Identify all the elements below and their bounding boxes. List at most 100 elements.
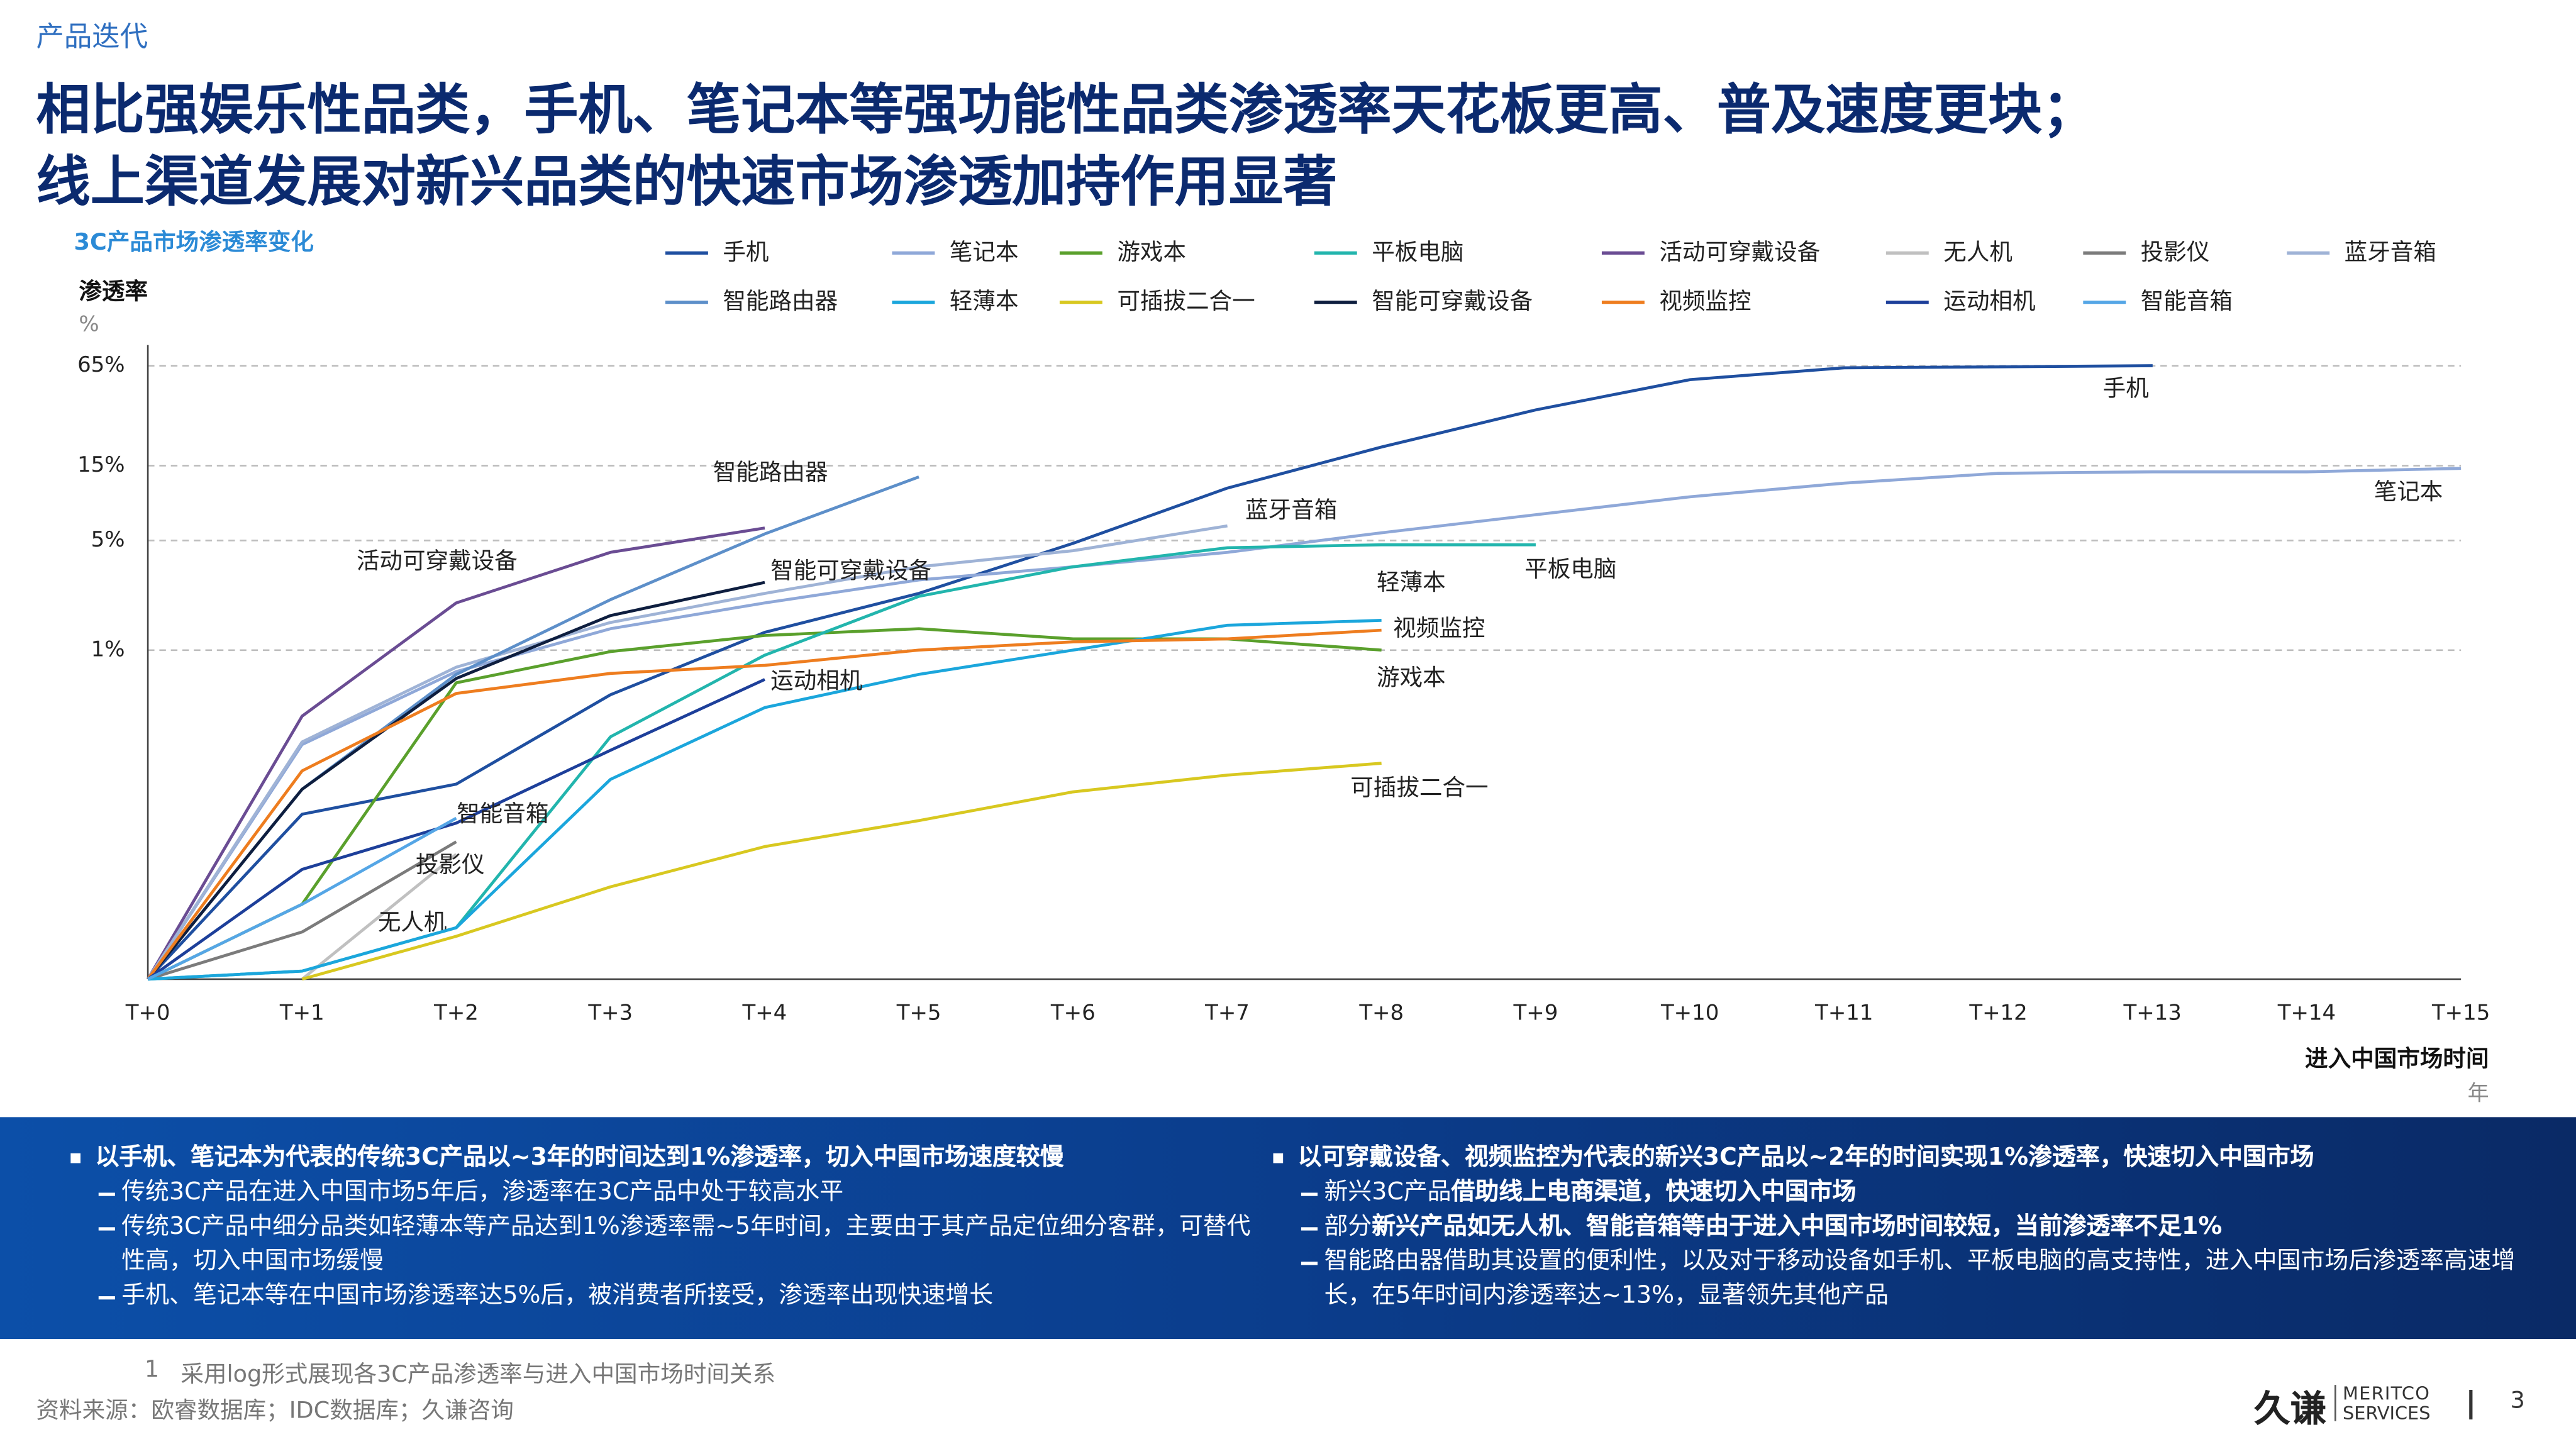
- bullet-item: 传统3C产品中细分品类如轻薄本等产品达到1%渗透率需~5年时间，主要由于其产品定…: [65, 1211, 1265, 1280]
- bullet-dash: [98, 1227, 115, 1230]
- bullet-heading: 以可穿戴设备、视频监控为代表的新兴3C产品以~2年的时间实现1%渗透率，快速切入…: [1269, 1142, 2517, 1177]
- bullet-column: 以手机、笔记本为代表的传统3C产品以~3年的时间达到1%渗透率，切入中国市场速度…: [65, 1142, 1265, 1314]
- logo-cn: 久谦: [2254, 1389, 2326, 1431]
- y-tick-label: 65%: [77, 352, 125, 377]
- slide-title: 线上渠道发展对新兴品类的快速市场渗透加持作用显著: [36, 149, 1338, 214]
- bullet-dash: [1301, 1262, 1318, 1265]
- bullet-marker: [70, 1153, 81, 1163]
- legend-label: 无人机: [1943, 238, 2012, 265]
- series-line: [147, 543, 1536, 981]
- bullet-text: 新兴产品如无人机、智能音箱等由于进入中国市场时间较短，当前渗透率不足1%: [1372, 1214, 2223, 1241]
- bullet-text: 手机、笔记本等在中国市场渗透率达5%后，被消费者所接受，渗透率出现快速增长: [121, 1283, 994, 1309]
- logo-en: SERVICES: [2343, 1402, 2431, 1424]
- series-line: [147, 467, 2462, 980]
- bullet-column: 以可穿戴设备、视频监控为代表的新兴3C产品以~2年的时间实现1%渗透率，快速切入…: [1269, 1142, 2517, 1314]
- x-tick-label: T+15: [2431, 1000, 2490, 1025]
- legend-label: 游戏本: [1117, 238, 1186, 265]
- series-annotation: 笔记本: [2374, 478, 2443, 505]
- series-annotation: 视频监控: [1393, 614, 1485, 641]
- series-line: [301, 762, 1382, 981]
- section-label: 产品迭代: [36, 21, 148, 55]
- x-tick-label: T+11: [1814, 1000, 1873, 1025]
- x-tick-label: T+4: [742, 1000, 787, 1025]
- bullet-dash: [98, 1192, 115, 1196]
- legend-label: 视频监控: [1659, 287, 1751, 314]
- x-tick-label: T+9: [1513, 1000, 1558, 1025]
- bullet-item: 传统3C产品在进入中国市场5年后，渗透率在3C产品中处于较高水平: [65, 1176, 1265, 1211]
- series-annotation: 智能可穿戴设备: [770, 557, 931, 584]
- series-line: [147, 840, 457, 981]
- footnote-number: 1: [144, 1357, 160, 1384]
- legend-label: 智能路由器: [723, 287, 838, 314]
- legend-label: 智能可穿戴设备: [1372, 287, 1533, 314]
- x-tick-label: T+0: [125, 1000, 170, 1025]
- x-tick-label: T+5: [896, 1000, 941, 1025]
- logo-divider: [2334, 1385, 2336, 1421]
- logo-en: MERITCO: [2343, 1383, 2431, 1405]
- series-line: [147, 475, 919, 980]
- legend-label: 手机: [723, 238, 769, 265]
- slide-title: 相比强娱乐性品类，手机、笔记本等强功能性品类渗透率天花板更高、普及速度更块；: [36, 77, 2097, 142]
- bullet-text: 新兴3C产品: [1324, 1179, 1452, 1206]
- y-tick-label: 15%: [77, 452, 125, 477]
- legend-label: 可插拔二合一: [1117, 287, 1255, 314]
- legend-label: 轻薄本: [950, 287, 1019, 314]
- x-tick-label: T+12: [1968, 1000, 2027, 1025]
- bullet-item: 智能路由器借助其设置的便利性，以及对于移动设备如手机、平板电脑的高支持性，进入中…: [1269, 1245, 2517, 1314]
- bullet-heading: 以手机、笔记本为代表的传统3C产品以~3年的时间达到1%渗透率，切入中国市场速度…: [65, 1142, 1265, 1177]
- series-line: [301, 853, 457, 980]
- series-line: [147, 364, 2153, 980]
- bullet-text: 智能路由器借助其设置的便利性，以及对于移动设备如手机、平板电脑的高支持性，进入中…: [1324, 1248, 2516, 1309]
- legend-label: 运动相机: [1943, 287, 2035, 314]
- series-line: [147, 678, 765, 980]
- y-tick-label: 5%: [91, 527, 125, 552]
- series-line: [147, 619, 1382, 981]
- x-tick-label: T+14: [2277, 1000, 2336, 1025]
- series-annotation: 投影仪: [416, 851, 485, 878]
- legend-label: 蓝牙音箱: [2345, 238, 2436, 265]
- series-annotation: 无人机: [378, 909, 447, 936]
- x-axis-unit: 年: [2468, 1080, 2489, 1106]
- bullet-dash: [1301, 1227, 1318, 1230]
- series-annotation: 游戏本: [1377, 663, 1446, 691]
- x-tick-label: T+7: [1204, 1000, 1250, 1025]
- series-annotation: 手机: [2103, 375, 2149, 402]
- x-tick-label: T+13: [2123, 1000, 2182, 1025]
- x-tick-label: T+3: [587, 1000, 633, 1025]
- y-tick-label: 1%: [91, 636, 125, 662]
- legend-label: 投影仪: [2141, 238, 2210, 265]
- legend-label: 活动可穿戴设备: [1659, 238, 1820, 265]
- bullet-text: 借助线上电商渠道，快速切入中国市场: [1451, 1179, 1857, 1206]
- y-axis-unit: %: [79, 312, 99, 337]
- legend-label: 笔记本: [950, 238, 1019, 265]
- series-annotation: 活动可穿戴设备: [357, 547, 518, 574]
- series-annotation: 可插拔二合一: [1350, 774, 1488, 801]
- series-line: [147, 816, 457, 981]
- x-tick-label: T+6: [1050, 1000, 1096, 1025]
- x-tick-label: T+10: [1660, 1000, 1719, 1025]
- source: 资料来源：欧睿数据库；IDC数据库；久谦咨询: [36, 1398, 514, 1424]
- legend-label: 智能音箱: [2141, 287, 2233, 314]
- bullet-item: 手机、笔记本等在中国市场渗透率达5%后，被消费者所接受，渗透率出现快速增长: [65, 1280, 1265, 1314]
- page-number: 3: [2510, 1388, 2525, 1415]
- series-annotation: 轻薄本: [1377, 569, 1446, 596]
- bullet-dash: [98, 1296, 115, 1299]
- footnote-text: 采用log形式展现各3C产品渗透率与进入中国市场时间关系: [180, 1362, 776, 1389]
- series-line: [147, 627, 1382, 981]
- series-line: [147, 526, 765, 980]
- chart-title: 3C产品市场渗透率变化: [74, 228, 314, 255]
- x-axis-label: 进入中国市场时间: [2305, 1045, 2489, 1072]
- bullet-heading-text: 以可穿戴设备、视频监控为代表的新兴3C产品以~2年的时间实现1%渗透率，快速切入…: [1297, 1145, 2314, 1172]
- y-axis-label: 渗透率: [79, 277, 148, 304]
- series-annotation: 运动相机: [770, 667, 862, 694]
- series-annotation: 蓝牙音箱: [1245, 496, 1337, 523]
- key-findings-band: [0, 1117, 2576, 1339]
- x-tick-label: T+2: [433, 1000, 479, 1025]
- x-tick-label: T+8: [1358, 1000, 1404, 1025]
- page-divider: [2469, 1389, 2472, 1419]
- series-annotation: 智能音箱: [457, 800, 548, 827]
- series-line: [147, 524, 1228, 980]
- series-annotation: 智能路由器: [713, 458, 828, 486]
